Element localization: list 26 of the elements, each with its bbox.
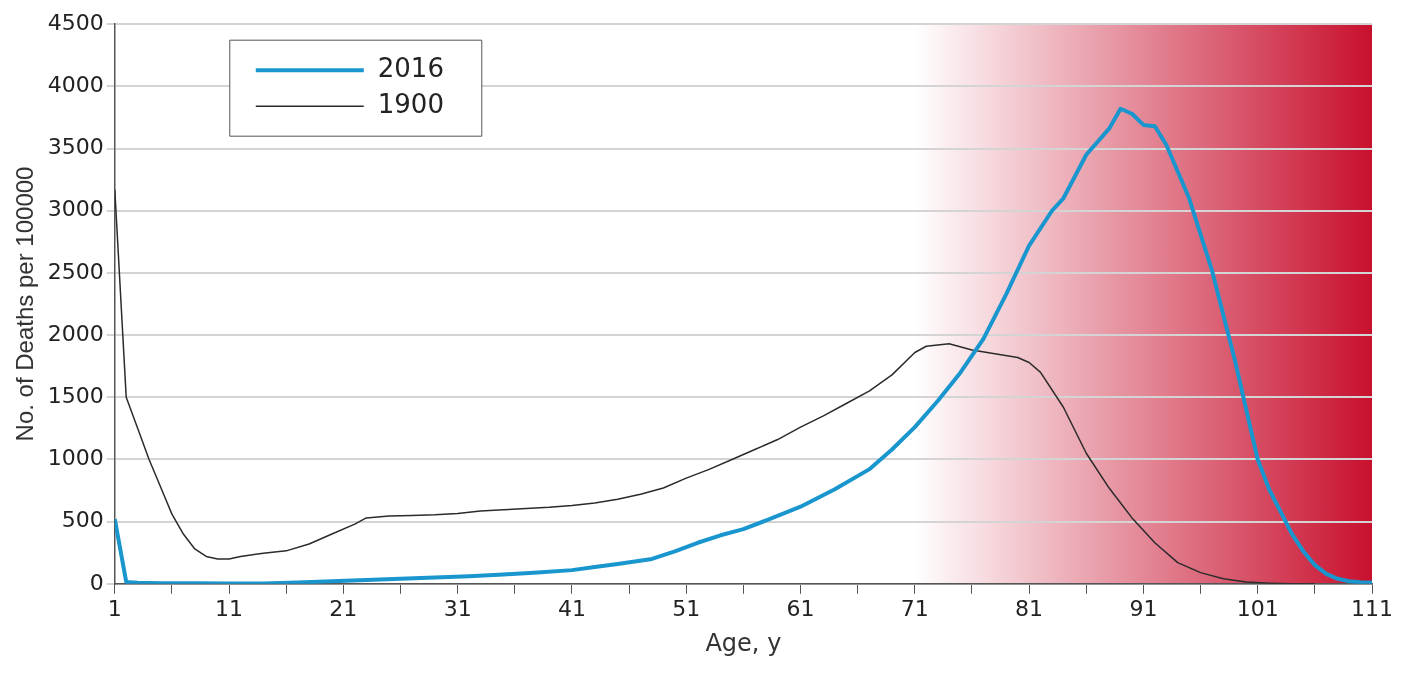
x-tick-label: 1	[107, 595, 122, 621]
x-tick-label: 61	[786, 595, 815, 621]
y-tick-label: 3500	[47, 134, 104, 160]
y-tick-label: 1500	[47, 382, 104, 408]
x-axis-title: Age, y	[705, 628, 782, 657]
x-tick-label: 81	[1015, 595, 1044, 621]
x-tick-label: 101	[1236, 595, 1279, 621]
legend-label: 2016	[377, 52, 444, 83]
x-tick-label: 21	[329, 595, 358, 621]
x-tick-label: 91	[1129, 595, 1158, 621]
x-tick-label: 11	[215, 595, 244, 621]
y-tick-label: 4500	[47, 9, 104, 35]
x-tick-label: 31	[443, 595, 472, 621]
x-tick-label: 51	[672, 595, 701, 621]
y-tick-label: 1000	[47, 445, 104, 471]
legend-label: 1900	[377, 88, 444, 119]
y-tick-label: 2500	[47, 258, 104, 284]
y-tick-label: 0	[89, 569, 104, 595]
y-axis-title: No. of Deaths per 100000	[11, 166, 39, 442]
x-tick-label: 41	[557, 595, 586, 621]
y-tick-label: 2000	[47, 320, 104, 346]
x-tick-label: 71	[900, 595, 929, 621]
y-tick-label: 4000	[47, 72, 104, 98]
y-tick-label: 500	[61, 507, 104, 533]
y-tick-label: 3000	[47, 196, 104, 222]
x-tick-label: 111	[1351, 595, 1393, 621]
